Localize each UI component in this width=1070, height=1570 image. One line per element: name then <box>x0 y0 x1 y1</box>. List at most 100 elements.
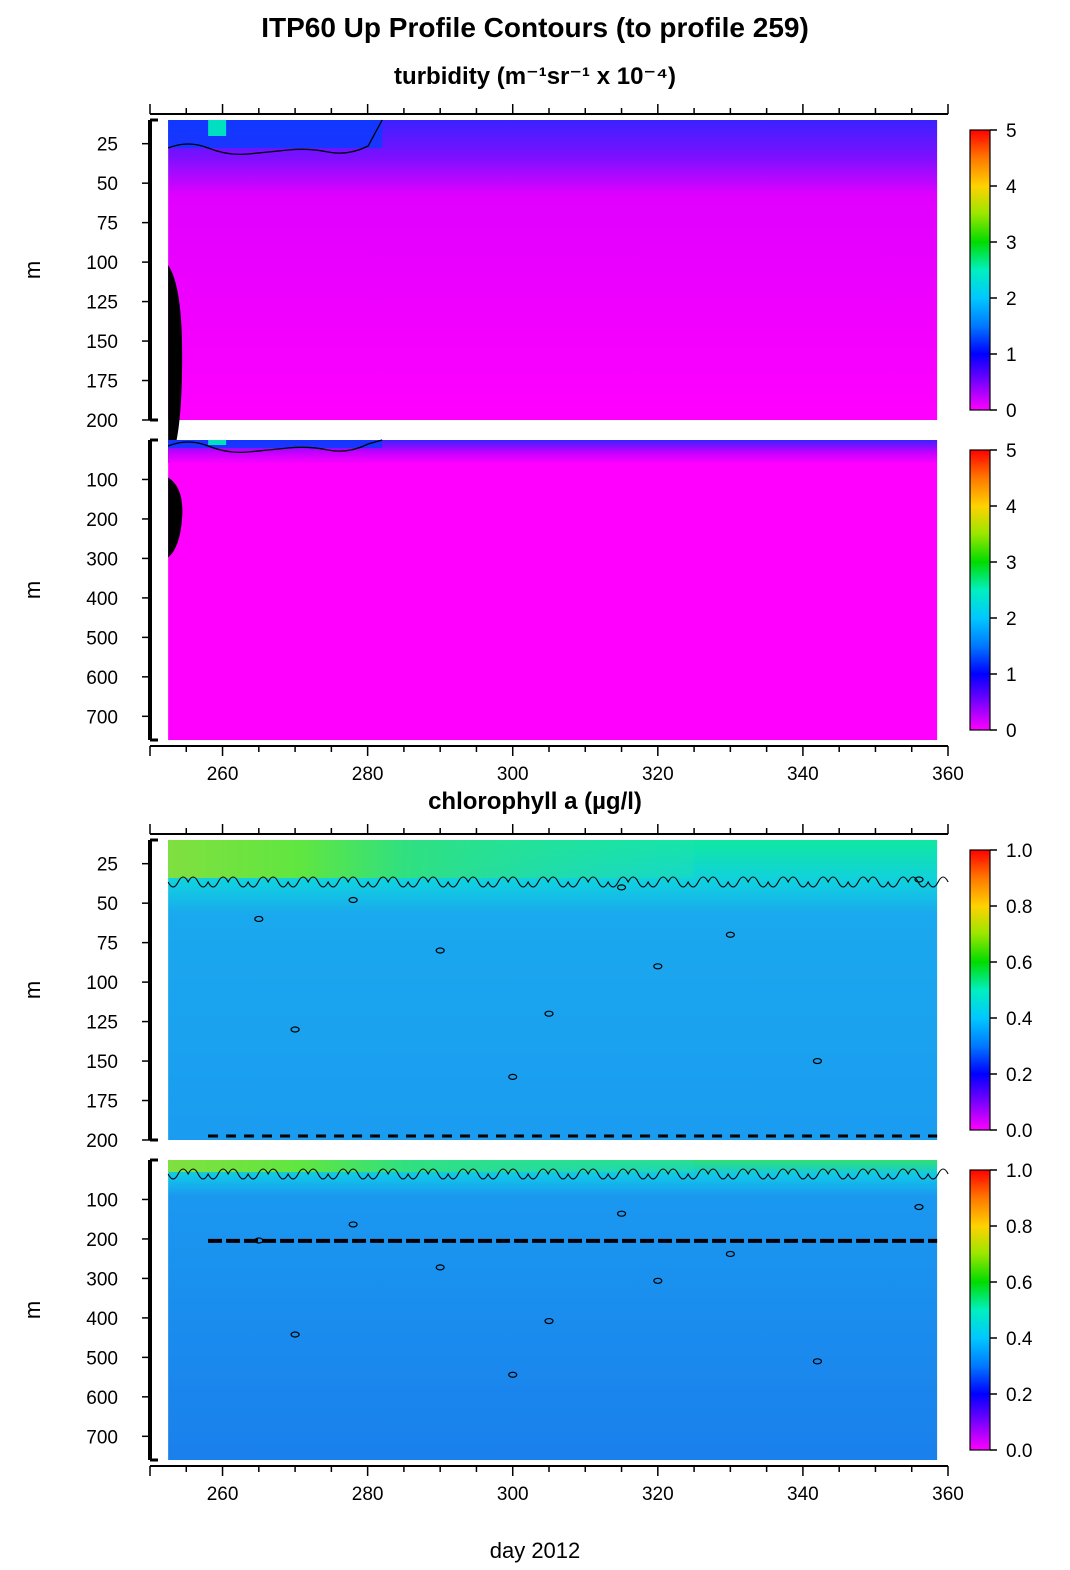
y-tick-label: 500 <box>86 1348 118 1369</box>
y-tick-label: 25 <box>97 135 118 156</box>
contour-island <box>508 1073 518 1080</box>
y-tick-label: 300 <box>86 549 118 570</box>
y-tick-label: 125 <box>86 293 118 314</box>
y-tick-label: 200 <box>86 1131 118 1152</box>
x-tick-label: 360 <box>932 764 964 785</box>
y-tick-label: 200 <box>86 510 118 531</box>
y-tick-label: 500 <box>86 628 118 649</box>
missing-data-blob <box>168 477 183 558</box>
y-tick-label: 600 <box>86 1388 118 1409</box>
colorbar <box>969 449 991 731</box>
heatmap-field <box>168 1160 938 1460</box>
y-tick-label: 150 <box>86 1052 118 1073</box>
y-tick-label: 600 <box>86 668 118 689</box>
panel-turbidity-full: 100 200 300 400 500 600 700 m 0 1 2 3 4 5 <box>20 438 1017 742</box>
x-tick-label: 300 <box>497 1484 529 1505</box>
y-tick-label: 50 <box>97 174 118 195</box>
chlorophyll-section-title: chlorophyll a (µg/l) <box>428 788 642 815</box>
contour-island <box>725 1250 735 1258</box>
x-tick-label: 260 <box>207 764 239 785</box>
contour-island <box>544 1010 554 1017</box>
x-tick-label: 360 <box>932 1484 964 1505</box>
x-axis-turbidity: 260 280 300 320 340 360 <box>149 104 964 785</box>
contour-island <box>653 963 663 970</box>
colorbar-tick-label: 4 <box>1006 497 1017 518</box>
surface-bloom <box>168 1160 695 1172</box>
colorbar-tick-label: 0 <box>1006 721 1017 742</box>
y-tick-label: 100 <box>86 1190 118 1211</box>
y-tick-label: 200 <box>86 411 118 432</box>
colorbar <box>969 1169 991 1451</box>
contour-island <box>290 1026 300 1033</box>
contour-island <box>348 1221 358 1228</box>
contour-line <box>167 439 383 454</box>
surface-bloom <box>168 840 695 878</box>
x-tick-label: 340 <box>787 1484 819 1505</box>
colorbar-tick-label: 0.4 <box>1006 1329 1033 1350</box>
surface-patch <box>208 120 227 136</box>
colorbar-tick-label: 0.6 <box>1006 953 1032 974</box>
y-tick-label: 700 <box>86 1427 118 1448</box>
panel-chlorophyll-a-full: 100 200 300 400 500 600 700 m 0.0 0.2 0.4 0.6 0.8 1.0 <box>20 1158 1033 1462</box>
y-tick-label: 25 <box>97 855 118 876</box>
contour-island <box>254 1237 264 1244</box>
colorbar-tick-label: 4 <box>1006 177 1017 198</box>
contour-island <box>914 876 924 883</box>
heatmap-field <box>168 840 938 1140</box>
x-tick-label: 260 <box>207 1484 239 1505</box>
contour-line <box>167 1168 949 1180</box>
x-tick-label: 320 <box>642 764 674 785</box>
contour-island <box>653 1277 663 1284</box>
contour-island <box>508 1371 518 1378</box>
colorbar-tick-label: 3 <box>1006 553 1017 574</box>
contour-island <box>616 1210 627 1217</box>
y-tick-label: 100 <box>86 470 118 491</box>
colorbar-tick-label: 0.8 <box>1006 897 1032 918</box>
contour-island <box>348 896 358 904</box>
colorbar-tick-label: 0.6 <box>1006 1273 1032 1294</box>
colorbar-tick-label: 0 <box>1006 401 1017 422</box>
y-axis-label: m <box>20 261 45 279</box>
heatmap-field <box>168 120 938 420</box>
contour-island <box>812 1358 823 1365</box>
y-tick-label: 75 <box>97 934 118 955</box>
y-tick-label: 50 <box>97 894 118 915</box>
contour-island <box>254 915 264 923</box>
turbidity-section-title: turbidity (m⁻¹sr⁻¹ x 10⁻⁴) <box>394 63 676 90</box>
contour-line <box>167 876 949 888</box>
colorbar-tick-label: 0.0 <box>1006 1441 1032 1462</box>
x-axis-chlorophyll-a: 260 280 300 320 340 360 <box>149 824 964 1505</box>
heatmap-field <box>168 440 938 740</box>
y-tick-label: 175 <box>86 1092 118 1113</box>
colorbar-tick-label: 0.8 <box>1006 1217 1032 1238</box>
y-tick-label: 100 <box>86 973 118 994</box>
colorbar-tick-label: 0.2 <box>1006 1065 1032 1086</box>
surface-band <box>168 440 383 448</box>
colorbar-tick-label: 5 <box>1006 121 1017 142</box>
missing-data-blob <box>168 265 183 464</box>
contour-island <box>544 1317 554 1325</box>
y-tick-label: 175 <box>86 372 118 393</box>
colorbar-tick-label: 2 <box>1006 289 1017 310</box>
x-axis-label: day 2012 <box>489 1538 581 1563</box>
y-tick-label: 400 <box>86 589 118 610</box>
y-tick-label: 700 <box>86 707 118 728</box>
colorbar <box>969 849 991 1131</box>
panels: 255075100125150175200m012345100200300400… <box>20 104 1033 1505</box>
colorbar-tick-label: 0.4 <box>1006 1009 1033 1030</box>
contour-island <box>725 931 735 938</box>
colorbar-tick-label: 1.0 <box>1006 841 1032 862</box>
contour-island <box>290 1331 300 1338</box>
main-title: ITP60 Up Profile Contours (to profile 25… <box>261 12 809 43</box>
colorbar-tick-label: 5 <box>1006 441 1017 462</box>
y-axis-label: m <box>20 581 45 599</box>
colorbar-tick-label: 0.0 <box>1006 1121 1032 1142</box>
x-tick-label: 320 <box>642 1484 674 1505</box>
colorbar-tick-label: 1 <box>1006 665 1017 686</box>
colorbar-tick-label: 0.2 <box>1006 1385 1032 1406</box>
y-tick-label: 125 <box>86 1013 118 1034</box>
contour-island <box>812 1057 823 1065</box>
colorbar-tick-label: 2 <box>1006 609 1017 630</box>
contour-island <box>435 1264 445 1271</box>
